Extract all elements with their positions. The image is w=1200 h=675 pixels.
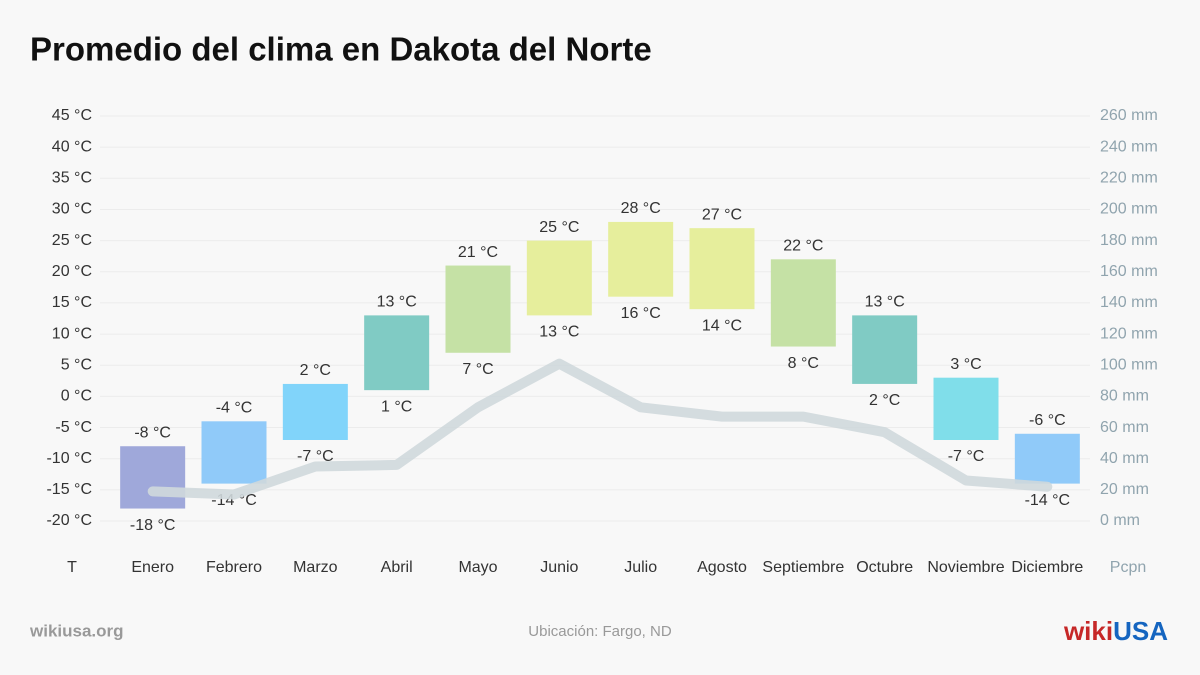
temperature-bar — [608, 221, 674, 297]
y-tick-label: -15 °C — [46, 481, 92, 498]
x-tick-label: Mayo — [458, 559, 497, 576]
y2-tick-label: 0 mm — [1100, 512, 1140, 529]
temperature-bar — [282, 383, 348, 440]
x-tick-label: Junio — [540, 559, 578, 576]
y2-tick-label: 40 mm — [1100, 450, 1149, 467]
min-label: 13 °C — [539, 324, 579, 341]
chart-title: Promedio del clima en Dakota del Norte — [30, 31, 652, 68]
min-label: 14 °C — [702, 317, 742, 334]
min-label: 8 °C — [788, 355, 819, 372]
location: Ubicación: Fargo, ND — [528, 623, 672, 640]
min-label: 2 °C — [869, 392, 900, 409]
min-label: -7 °C — [948, 448, 985, 465]
max-label: 27 °C — [702, 206, 742, 223]
max-label: -6 °C — [1029, 412, 1066, 429]
x-tick-label: Diciembre — [1011, 559, 1083, 576]
y2-axis-label: Pcpn — [1110, 559, 1146, 576]
temperature-bar — [364, 315, 430, 391]
y-tick-label: 45 °C — [52, 107, 92, 124]
y2-tick-label: 20 mm — [1100, 481, 1149, 498]
y2-tick-label: 200 mm — [1100, 201, 1158, 218]
precipitation-line — [147, 358, 1053, 500]
max-label: 28 °C — [621, 200, 661, 217]
x-tick-label: Enero — [131, 559, 174, 576]
max-label: 13 °C — [865, 294, 905, 311]
y-tick-label: 10 °C — [52, 325, 92, 342]
y-axis-label: T — [67, 559, 77, 576]
x-tick-label: Septiembre — [762, 559, 844, 576]
temperature-bar — [933, 377, 999, 440]
y-tick-label: 20 °C — [52, 263, 92, 280]
y-tick-label: 25 °C — [52, 232, 92, 249]
logo-right: USA — [1113, 616, 1168, 646]
min-label: -18 °C — [130, 517, 176, 534]
y2-tick-label: 60 mm — [1100, 419, 1149, 436]
y2-tick-label: 100 mm — [1100, 356, 1158, 373]
min-label: 1 °C — [381, 398, 412, 415]
min-label: 7 °C — [462, 361, 493, 378]
temperature-bar — [201, 421, 267, 484]
temperature-bar — [770, 259, 836, 347]
temperature-bar — [526, 240, 592, 316]
y-tick-label: -5 °C — [55, 419, 92, 436]
y2-tick-label: 140 mm — [1100, 294, 1158, 311]
y2-tick-label: 240 mm — [1100, 138, 1158, 155]
x-tick-label: Agosto — [697, 559, 747, 576]
max-label: 21 °C — [458, 244, 498, 261]
logo-left: wiki — [1063, 616, 1113, 646]
max-label: -8 °C — [134, 424, 171, 441]
temperature-bar — [852, 315, 918, 384]
x-tick-label: Abril — [381, 559, 413, 576]
y-tick-label: 40 °C — [52, 138, 92, 155]
max-label: 25 °C — [539, 219, 579, 236]
y2-tick-label: 260 mm — [1100, 107, 1158, 124]
y2-tick-label: 180 mm — [1100, 232, 1158, 249]
temperature-bar — [120, 446, 186, 509]
max-label: 22 °C — [783, 238, 823, 255]
temperature-bar — [1014, 433, 1080, 484]
x-tick-label: Marzo — [293, 559, 338, 576]
min-label: -14 °C — [1025, 492, 1071, 509]
y-tick-label: 0 °C — [61, 388, 92, 405]
min-label: 16 °C — [621, 305, 661, 322]
y-tick-label: -20 °C — [46, 512, 92, 529]
max-label: 2 °C — [300, 362, 331, 379]
y2-tick-label: 160 mm — [1100, 263, 1158, 280]
max-label: 13 °C — [377, 294, 417, 311]
y2-tick-label: 220 mm — [1100, 170, 1158, 187]
y-tick-label: 30 °C — [52, 201, 92, 218]
y-tick-label: 15 °C — [52, 294, 92, 311]
max-label: 3 °C — [950, 356, 981, 373]
max-label: -4 °C — [216, 400, 253, 417]
x-tick-label: Febrero — [206, 559, 262, 576]
temperature-bar — [445, 265, 511, 353]
x-tick-label: Julio — [624, 559, 657, 576]
y2-tick-label: 120 mm — [1100, 325, 1158, 342]
y-tick-label: 35 °C — [52, 170, 92, 187]
x-tick-label: Noviembre — [927, 559, 1004, 576]
y-tick-label: 5 °C — [61, 356, 92, 373]
y2-tick-label: 80 mm — [1100, 388, 1149, 405]
x-tick-label: Octubre — [856, 559, 913, 576]
temperature-bar — [689, 228, 755, 310]
logo: wikiUSA — [1063, 616, 1168, 646]
min-label: -7 °C — [297, 448, 334, 465]
y-tick-label: -10 °C — [46, 450, 92, 467]
site-name: wikiusa.org — [29, 621, 124, 640]
